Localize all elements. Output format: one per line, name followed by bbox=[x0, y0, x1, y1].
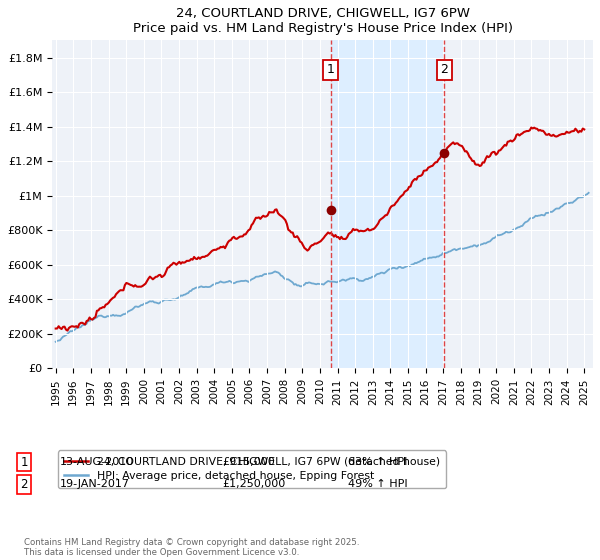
Legend: 24, COURTLAND DRIVE, CHIGWELL, IG7 6PW (detached house), HPI: Average price, det: 24, COURTLAND DRIVE, CHIGWELL, IG7 6PW (… bbox=[58, 450, 446, 488]
Text: £1,250,000: £1,250,000 bbox=[222, 479, 285, 489]
Text: 13-AUG-2010: 13-AUG-2010 bbox=[60, 457, 134, 467]
Text: 19-JAN-2017: 19-JAN-2017 bbox=[60, 479, 130, 489]
Text: 2: 2 bbox=[20, 478, 28, 491]
Bar bbox=[331, 40, 444, 368]
Text: 63% ↑ HPI: 63% ↑ HPI bbox=[348, 457, 407, 467]
Text: 2: 2 bbox=[440, 63, 448, 76]
Text: Contains HM Land Registry data © Crown copyright and database right 2025.
This d: Contains HM Land Registry data © Crown c… bbox=[24, 538, 359, 557]
Title: 24, COURTLAND DRIVE, CHIGWELL, IG7 6PW
Price paid vs. HM Land Registry's House P: 24, COURTLAND DRIVE, CHIGWELL, IG7 6PW P… bbox=[133, 7, 512, 35]
Text: 1: 1 bbox=[327, 63, 335, 76]
Text: 1: 1 bbox=[20, 455, 28, 469]
Text: £915,000: £915,000 bbox=[222, 457, 275, 467]
Text: 49% ↑ HPI: 49% ↑ HPI bbox=[348, 479, 407, 489]
